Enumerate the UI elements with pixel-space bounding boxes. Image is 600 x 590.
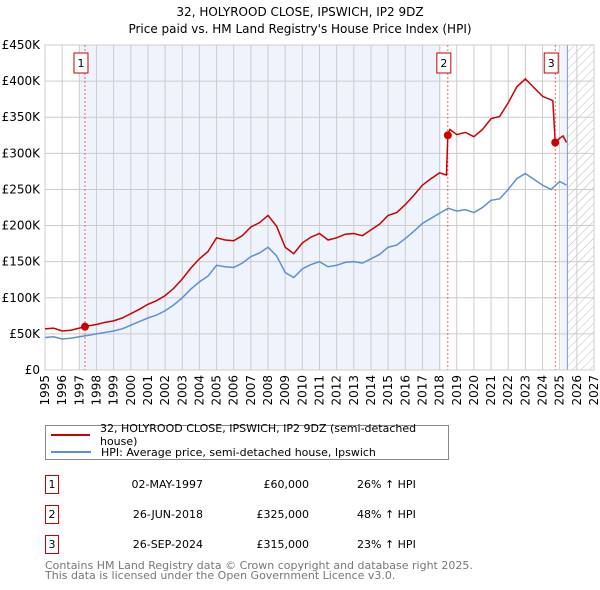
sale-label-box bbox=[436, 52, 452, 74]
y-tick-label: £200K bbox=[2, 219, 42, 233]
sale-date: 26-SEP-2024 bbox=[132, 538, 203, 551]
sale-price: £315,000 bbox=[256, 538, 310, 551]
x-tick-label: 2023 bbox=[518, 375, 532, 406]
x-tick-label: 2005 bbox=[210, 375, 224, 406]
x-tick-label: 1998 bbox=[89, 375, 103, 406]
sale-label: 2 bbox=[440, 57, 447, 70]
sale-hpi-diff: 48% ↑ HPI bbox=[357, 508, 416, 521]
sale-row: 2 26-JUN-2018 £325,000 48% ↑ HPI bbox=[45, 505, 465, 525]
sale-number-badge: 3 bbox=[45, 535, 59, 554]
sale-label-box bbox=[543, 52, 559, 74]
x-tick-label: 1997 bbox=[72, 375, 86, 406]
sale-date: 26-JUN-2018 bbox=[132, 508, 203, 521]
x-tick-label: 2000 bbox=[124, 375, 138, 406]
x-tick-label: 2013 bbox=[347, 375, 361, 406]
sale-point bbox=[443, 131, 452, 140]
x-tick-label: 2027 bbox=[587, 375, 600, 406]
x-tick-label: 2026 bbox=[570, 375, 584, 406]
y-tick-label: £100K bbox=[2, 291, 42, 305]
x-tick-label: 2006 bbox=[227, 375, 241, 406]
sale-hpi-diff: 26% ↑ HPI bbox=[357, 478, 416, 491]
x-tick-label: 2022 bbox=[501, 375, 515, 406]
y-tick-label: £50K bbox=[9, 327, 41, 341]
y-tick-label: £450K bbox=[2, 38, 42, 52]
y-tick-label: £300K bbox=[2, 146, 42, 160]
x-tick-label: 1996 bbox=[55, 375, 69, 406]
x-tick-label: 2018 bbox=[433, 375, 447, 406]
x-tick-label: 2001 bbox=[141, 375, 155, 406]
property-price-line bbox=[44, 77, 568, 332]
x-tick-label: 1995 bbox=[38, 375, 52, 406]
sale-number-badge: 1 bbox=[45, 475, 59, 494]
x-tick-label: 2007 bbox=[244, 375, 258, 406]
chart-title: 32, HOLYROOD CLOSE, IPSWICH, IP2 9DZ bbox=[176, 5, 423, 19]
chart-subtitle: Price paid vs. HM Land Registry's House … bbox=[128, 22, 471, 36]
legend-label: HPI: Average price, semi-detached house,… bbox=[101, 445, 376, 459]
sale-price: £325,000 bbox=[256, 508, 310, 521]
footer-licence: This data is licensed under the Open Gov… bbox=[45, 569, 396, 582]
x-tick-label: 1999 bbox=[107, 375, 121, 406]
legend-item-property: 32, HOLYROOD CLOSE, IPSWICH, IP2 9DZ (se… bbox=[46, 422, 448, 448]
y-tick-label: £400K bbox=[2, 74, 42, 88]
sale-label: 3 bbox=[548, 57, 555, 70]
legend-item-hpi: HPI: Average price, semi-detached house,… bbox=[46, 444, 376, 460]
y-tick-label: £150K bbox=[2, 255, 42, 269]
sale-hpi-diff: 23% ↑ HPI bbox=[357, 538, 416, 551]
y-tick-label: £250K bbox=[2, 182, 42, 196]
x-tick-label: 2008 bbox=[261, 375, 275, 406]
legend: 32, HOLYROOD CLOSE, IPSWICH, IP2 9DZ (se… bbox=[45, 422, 449, 460]
x-tick-label: 2017 bbox=[415, 375, 429, 406]
x-tick-label: 2004 bbox=[192, 375, 206, 406]
x-tick-label: 2012 bbox=[330, 375, 344, 406]
legend-label: 32, HOLYROOD CLOSE, IPSWICH, IP2 9DZ (se… bbox=[99, 422, 417, 448]
sale-row: 3 26-SEP-2024 £315,000 23% ↑ HPI bbox=[45, 535, 465, 555]
legend-swatch-blue bbox=[51, 451, 91, 453]
x-tick-label: 2016 bbox=[398, 375, 412, 406]
sale-row: 1 02-MAY-1997 £60,000 26% ↑ HPI bbox=[45, 475, 465, 495]
sale-point bbox=[80, 322, 89, 331]
sale-label-box bbox=[73, 52, 89, 74]
plot-border bbox=[44, 44, 595, 371]
sale-number-badge: 2 bbox=[45, 505, 59, 524]
x-tick-label: 2015 bbox=[381, 375, 395, 406]
x-tick-label: 2020 bbox=[467, 375, 481, 406]
x-tick-label: 2009 bbox=[278, 375, 292, 406]
future-hatch bbox=[567, 45, 594, 370]
x-tick-label: 2003 bbox=[175, 375, 189, 406]
sale-price: £60,000 bbox=[263, 478, 310, 491]
x-tick-label: 2011 bbox=[313, 375, 327, 406]
shaded-region bbox=[79, 45, 442, 370]
legend-swatch-red bbox=[51, 434, 90, 436]
x-tick-label: 2019 bbox=[450, 375, 464, 406]
y-tick-label: £0 bbox=[25, 363, 40, 377]
hpi-line bbox=[44, 172, 567, 340]
x-tick-label: 2021 bbox=[484, 375, 498, 406]
sale-label: 1 bbox=[77, 57, 84, 70]
x-tick-label: 2010 bbox=[295, 375, 309, 406]
x-tick-label: 2014 bbox=[364, 375, 378, 406]
sale-point bbox=[551, 138, 560, 147]
price-chart: 32, HOLYROOD CLOSE, IPSWICH, IP2 9DZ Pri… bbox=[2, 5, 600, 406]
x-tick-label: 2025 bbox=[553, 375, 567, 406]
shaded-region bbox=[561, 45, 568, 370]
x-tick-label: 2002 bbox=[158, 375, 172, 406]
sale-date: 02-MAY-1997 bbox=[131, 478, 203, 491]
x-tick-label: 2024 bbox=[536, 375, 550, 406]
footer-copyright: Contains HM Land Registry data © Crown c… bbox=[45, 559, 473, 572]
y-tick-label: £350K bbox=[2, 110, 42, 124]
